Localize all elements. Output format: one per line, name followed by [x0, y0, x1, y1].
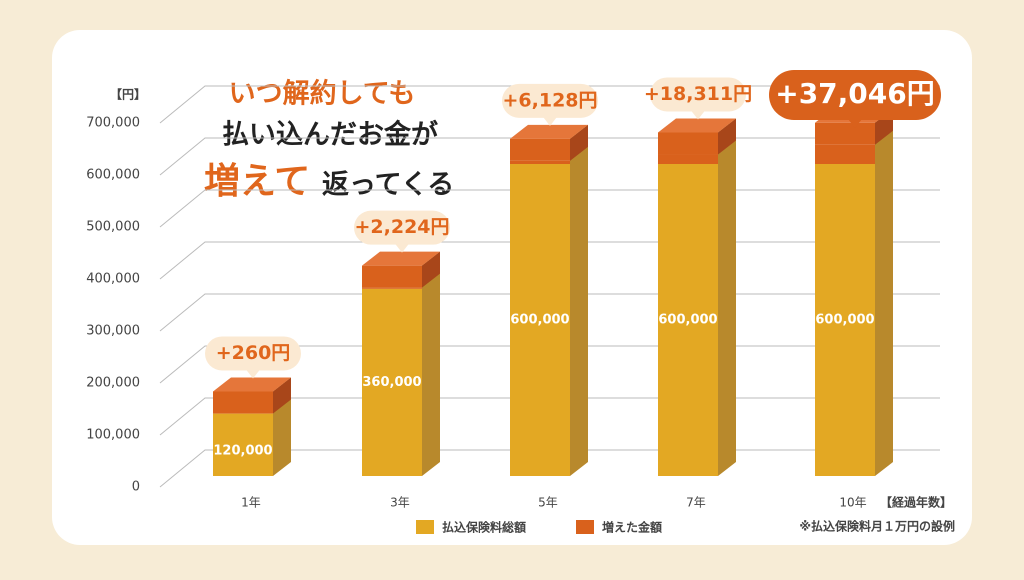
value-label: 120,000 — [213, 443, 272, 458]
bar — [815, 145, 875, 164]
x-tick-label: 1年 — [241, 496, 261, 510]
bar-side — [875, 109, 893, 476]
bar-cap — [658, 132, 718, 154]
value-label: +6,128円 — [502, 89, 597, 111]
legend-swatch — [576, 520, 594, 534]
y-tick-label: 300,000 — [86, 324, 140, 339]
bar — [362, 288, 422, 289]
bar-cap — [510, 139, 570, 161]
bar-cap — [213, 391, 273, 413]
y-tick-label: 600,000 — [86, 168, 140, 183]
y-tick-label: 500,000 — [86, 220, 140, 235]
y-tick-label: 0 — [132, 480, 140, 495]
legend-label: 払込保険料総額 — [442, 520, 526, 535]
y-axis-label: 【円】 — [110, 87, 146, 102]
note: ※払込保険料月１万円の設例 — [799, 519, 955, 534]
bar — [658, 154, 718, 164]
legend-label: 増えた金額 — [602, 520, 662, 535]
bar-cap — [362, 266, 422, 288]
x-tick-label: 3年 — [390, 496, 410, 510]
bar-side — [570, 125, 588, 476]
value-label: 600,000 — [658, 313, 717, 328]
value-label: +37,046円 — [775, 77, 935, 110]
x-tick-label: 10年 — [839, 496, 866, 510]
title-line: 払い込んだお金が — [222, 119, 438, 151]
x-axis-label: 【経過年数】 — [880, 495, 952, 510]
bar-side — [718, 118, 736, 476]
title-line: 増えて — [204, 161, 310, 202]
bar — [510, 161, 570, 164]
value-label: +2,224円 — [354, 216, 449, 238]
x-tick-label: 7年 — [686, 496, 706, 510]
bar-cap — [815, 123, 875, 145]
value-label: 600,000 — [510, 313, 569, 328]
x-tick-label: 5年 — [538, 496, 558, 510]
title-line: いつ解約しても — [229, 78, 416, 110]
y-tick-label: 700,000 — [86, 116, 140, 131]
legend-swatch — [416, 520, 434, 534]
value-label: 600,000 — [815, 313, 874, 328]
value-label: +18,311円 — [644, 83, 752, 105]
y-tick-label: 100,000 — [86, 428, 140, 443]
y-tick-label: 200,000 — [86, 376, 140, 391]
value-label: +260円 — [216, 342, 291, 364]
title-line: 返ってくる — [322, 170, 454, 201]
y-tick-label: 400,000 — [86, 272, 140, 287]
value-label: 360,000 — [362, 375, 421, 390]
